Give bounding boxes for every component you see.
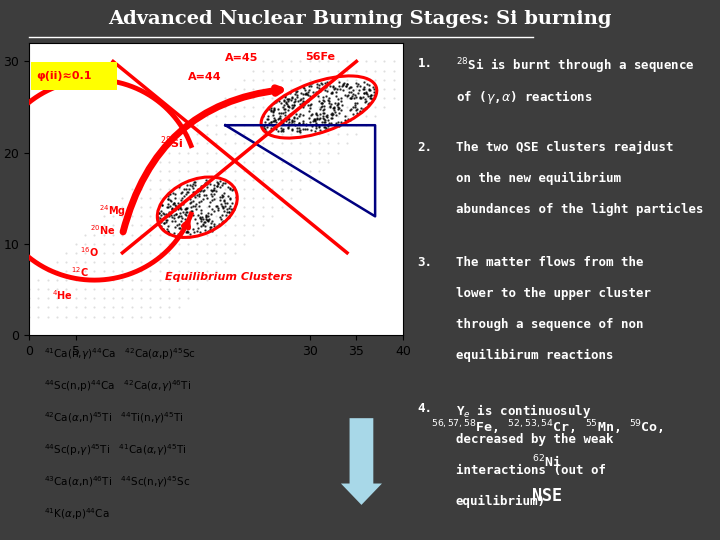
Text: The two QSE clusters reajdust: The two QSE clusters reajdust xyxy=(456,141,673,154)
FancyBboxPatch shape xyxy=(31,62,117,90)
Text: Y$_e$ is continuosuly: Y$_e$ is continuosuly xyxy=(456,402,591,421)
Text: interactions (out of: interactions (out of xyxy=(456,464,606,477)
Text: $^{28}$Si is burnt through a sequence: $^{28}$Si is burnt through a sequence xyxy=(456,57,695,76)
Text: φ(ii)≈0.1: φ(ii)≈0.1 xyxy=(36,71,91,81)
Text: Advanced Nuclear Burning Stages: Si burning: Advanced Nuclear Burning Stages: Si burn… xyxy=(108,10,612,29)
Text: NSE: NSE xyxy=(532,487,562,505)
Text: of ($\gamma$,$\alpha$) reactions: of ($\gamma$,$\alpha$) reactions xyxy=(456,87,593,106)
Text: A=44: A=44 xyxy=(188,72,222,82)
Text: A=45: A=45 xyxy=(225,53,258,63)
Text: $^{62}$Ni: $^{62}$Ni xyxy=(532,454,562,470)
Text: through a sequence of non: through a sequence of non xyxy=(456,318,644,331)
Text: $^{44}$Sc(p,$\gamma$)$^{45}$Ti   $^{41}$Ca($\alpha$,$\gamma$)$^{45}$Ti: $^{44}$Sc(p,$\gamma$)$^{45}$Ti $^{41}$Ca… xyxy=(44,442,186,458)
Text: $^{44}$Sc(n,p)$^{44}$Ca   $^{42}$Ca($\alpha$,$\gamma$)$^{46}$Ti: $^{44}$Sc(n,p)$^{44}$Ca $^{42}$Ca($\alph… xyxy=(44,378,191,394)
Text: 1.: 1. xyxy=(418,57,433,70)
Text: $^{41}$Ca(n,$\gamma$)$^{44}$Ca   $^{42}$Ca($\alpha$,p)$^{45}$Sc: $^{41}$Ca(n,$\gamma$)$^{44}$Ca $^{42}$Ca… xyxy=(44,346,196,362)
Text: $^{16}$O: $^{16}$O xyxy=(81,246,99,259)
Text: $^{24}$Mg: $^{24}$Mg xyxy=(99,202,126,219)
FancyArrow shape xyxy=(341,418,382,505)
Text: 3.: 3. xyxy=(418,256,433,269)
Text: $^{4}$He: $^{4}$He xyxy=(53,288,73,302)
Text: on the new equilibrium: on the new equilibrium xyxy=(456,172,621,185)
Text: $^{12}$C: $^{12}$C xyxy=(71,266,89,279)
Text: lower to the upper cluster: lower to the upper cluster xyxy=(456,287,651,300)
Text: 2.: 2. xyxy=(418,141,433,154)
Text: $^{20}$Ne: $^{20}$Ne xyxy=(90,223,115,237)
Text: 56Fe: 56Fe xyxy=(305,52,335,62)
Text: $^{28}$Si: $^{28}$Si xyxy=(160,135,183,151)
Text: $^{42}$Ca($\alpha$,n)$^{45}$Ti   $^{44}$Ti(n,$\gamma$)$^{45}$Ti: $^{42}$Ca($\alpha$,n)$^{45}$Ti $^{44}$Ti… xyxy=(44,410,184,426)
Text: equilibrium): equilibrium) xyxy=(456,495,546,508)
Text: 4.: 4. xyxy=(418,402,433,415)
Text: The matter flows from the: The matter flows from the xyxy=(456,256,644,269)
Text: $^{56,57,58}$Fe, $^{52,53,54}$Cr, $^{55}$Mn, $^{59}$Co,: $^{56,57,58}$Fe, $^{52,53,54}$Cr, $^{55}… xyxy=(431,418,664,437)
Text: equilibirum reactions: equilibirum reactions xyxy=(456,349,613,362)
Text: abundances of the light particles: abundances of the light particles xyxy=(456,203,703,216)
Text: $^{43}$Ca($\alpha$,n)$^{46}$Ti   $^{44}$Sc(n,$\gamma$)$^{45}$Sc: $^{43}$Ca($\alpha$,n)$^{46}$Ti $^{44}$Sc… xyxy=(44,474,190,490)
Text: $^{41}$K($\alpha$,p)$^{44}$Ca: $^{41}$K($\alpha$,p)$^{44}$Ca xyxy=(44,507,109,522)
Text: decreased by the weak: decreased by the weak xyxy=(456,433,613,446)
Text: Equilibrium Clusters: Equilibrium Clusters xyxy=(165,272,292,282)
